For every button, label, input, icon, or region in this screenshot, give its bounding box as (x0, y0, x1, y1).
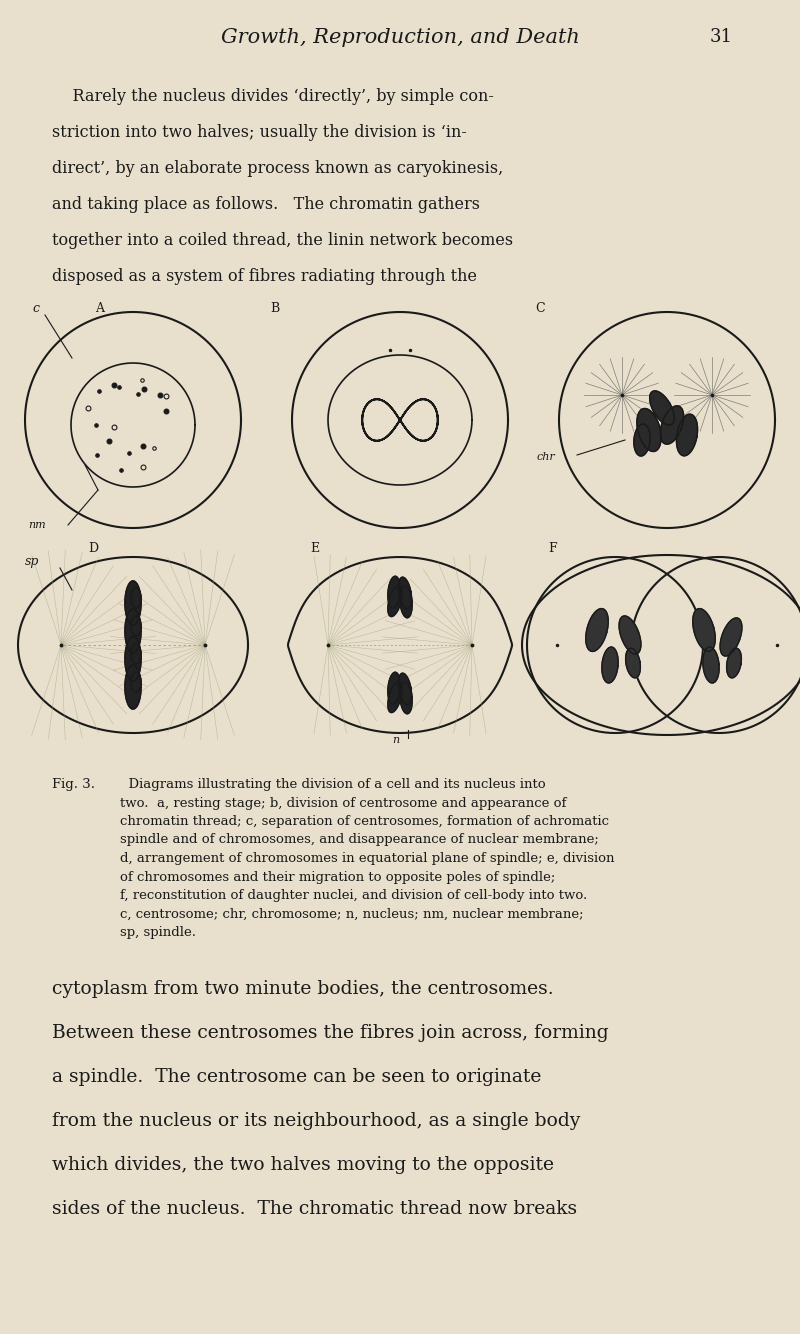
Polygon shape (586, 608, 608, 651)
Polygon shape (125, 666, 141, 708)
Text: chr: chr (537, 452, 556, 462)
Polygon shape (388, 586, 402, 616)
Text: sp: sp (25, 555, 39, 568)
Text: Between these centrosomes the fibres join across, forming: Between these centrosomes the fibres joi… (52, 1025, 609, 1042)
Text: B: B (270, 301, 279, 315)
Polygon shape (388, 672, 400, 704)
Text: sides of the nucleus.  The chromatic thread now breaks: sides of the nucleus. The chromatic thre… (52, 1201, 577, 1218)
Text: Growth, Reproduction, and Death: Growth, Reproduction, and Death (221, 28, 579, 47)
Text: Fig. 3.: Fig. 3. (52, 778, 95, 791)
Text: striction into two halves; usually the division is ‘in-: striction into two halves; usually the d… (52, 124, 467, 141)
Text: Rarely the nucleus divides ‘directly’, by simple con-: Rarely the nucleus divides ‘directly’, b… (52, 88, 494, 105)
Polygon shape (720, 618, 742, 656)
Polygon shape (388, 682, 402, 712)
Polygon shape (634, 424, 650, 456)
Text: n: n (392, 735, 399, 744)
Polygon shape (398, 674, 411, 704)
Polygon shape (131, 672, 141, 692)
Text: E: E (310, 542, 319, 555)
Polygon shape (703, 647, 719, 683)
Polygon shape (626, 648, 640, 678)
Text: nm: nm (28, 520, 46, 530)
Polygon shape (602, 647, 618, 683)
Text: and taking place as follows.   The chromatin gathers: and taking place as follows. The chromat… (52, 196, 480, 213)
Polygon shape (637, 408, 661, 451)
Polygon shape (619, 616, 641, 654)
Text: F: F (548, 542, 557, 555)
Text: A: A (95, 301, 104, 315)
Text: together into a coiled thread, the linin network becomes: together into a coiled thread, the linin… (52, 232, 513, 249)
Text: D: D (88, 542, 98, 555)
Polygon shape (131, 644, 141, 664)
Text: cytoplasm from two minute bodies, the centrosomes.: cytoplasm from two minute bodies, the ce… (52, 980, 554, 998)
Text: from the nucleus or its neighbourhood, as a single body: from the nucleus or its neighbourhood, a… (52, 1113, 580, 1130)
Text: a spindle.  The centrosome can be seen to originate: a spindle. The centrosome can be seen to… (52, 1069, 542, 1086)
Polygon shape (650, 391, 674, 426)
Polygon shape (131, 616, 141, 636)
Polygon shape (693, 608, 715, 651)
Polygon shape (660, 406, 684, 444)
Polygon shape (131, 588, 141, 608)
Polygon shape (125, 582, 141, 626)
Polygon shape (400, 586, 412, 618)
Polygon shape (677, 415, 698, 456)
Text: C: C (535, 301, 545, 315)
Polygon shape (400, 682, 412, 714)
Polygon shape (398, 578, 411, 608)
Polygon shape (726, 648, 742, 678)
Text: c: c (32, 301, 39, 315)
Text: which divides, the two halves moving to the opposite: which divides, the two halves moving to … (52, 1157, 554, 1174)
Text: direct’, by an elaborate process known as caryokinesis,: direct’, by an elaborate process known a… (52, 160, 503, 177)
Polygon shape (388, 576, 400, 608)
Text: 31: 31 (710, 28, 733, 45)
Polygon shape (125, 638, 141, 680)
Polygon shape (125, 610, 141, 654)
Text: Diagrams illustrating the division of a cell and its nucleus into
two.  a, resti: Diagrams illustrating the division of a … (120, 778, 614, 939)
Text: disposed as a system of fibres radiating through the: disposed as a system of fibres radiating… (52, 268, 477, 285)
